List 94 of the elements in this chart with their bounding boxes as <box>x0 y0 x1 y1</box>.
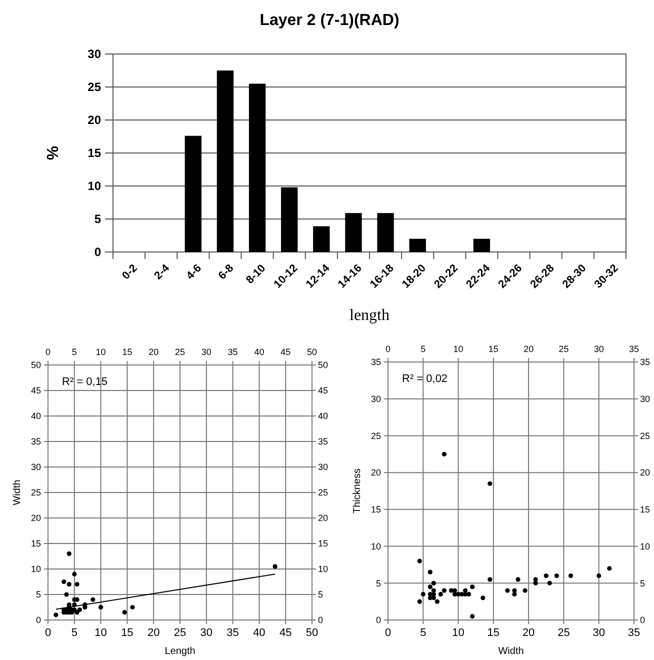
x-tick-label: 45 <box>279 627 292 639</box>
y2-tick-label: 35 <box>640 357 650 368</box>
annotation: R² = 0,15 <box>62 376 108 388</box>
x-tick-label: 0 <box>384 627 392 639</box>
x-tick-label: 0-2 <box>120 262 140 282</box>
x-tick-label: 15 <box>121 627 134 639</box>
y-tick-label: 30 <box>370 394 381 404</box>
y-tick-label: 25 <box>30 488 41 498</box>
y-tick-label: 35 <box>370 357 381 368</box>
x-tick-label: 4-6 <box>184 262 204 282</box>
x2-tick-label: 25 <box>174 347 186 357</box>
y2-tick-label: 45 <box>318 386 328 396</box>
x-tick-label: 5 <box>71 627 78 639</box>
x2-tick-label: 0 <box>45 347 51 357</box>
y2-tick-label: 30 <box>640 394 650 404</box>
x2-tick-label: 30 <box>201 347 212 357</box>
x2-tick-label: 20 <box>524 344 534 354</box>
x-axis-title: Width <box>498 646 524 657</box>
x-tick-label: 25 <box>174 627 186 639</box>
y2-tick-label: 20 <box>318 513 328 524</box>
x-tick-label: 35 <box>628 627 640 639</box>
y2-tick-label: 40 <box>318 411 328 422</box>
x2-tick-label: 30 <box>594 344 604 354</box>
y-tick-label: 25 <box>370 430 381 441</box>
x-tick-label: 40 <box>253 627 266 639</box>
y-tick-label: 30 <box>30 462 41 472</box>
y-tick-label: 20 <box>88 113 102 128</box>
x-tick-label: 10 <box>452 627 464 639</box>
y2-tick-label: 10 <box>640 541 650 552</box>
y2-tick-label: 50 <box>318 360 328 370</box>
y-tick-label: 40 <box>30 411 41 422</box>
y-tick-label: 20 <box>370 468 381 478</box>
y-tick-label: 45 <box>30 386 41 396</box>
x2-tick-label: 50 <box>306 347 318 357</box>
y-tick-label: 15 <box>88 146 102 160</box>
y2-tick-label: 0 <box>318 615 324 626</box>
y2-tick-label: 20 <box>640 468 650 478</box>
x2-tick-label: 10 <box>453 344 464 354</box>
y-tick-label: 0 <box>376 615 381 626</box>
x-tick-label: 25 <box>558 627 570 639</box>
x2-tick-label: 35 <box>628 344 640 354</box>
y2-tick-label: 25 <box>318 488 328 498</box>
y-axis-title: Width <box>12 480 23 506</box>
y-tick-label: 0 <box>36 615 41 626</box>
x-tick-label: 5 <box>420 627 426 639</box>
x-tick-label: 15 <box>487 627 500 639</box>
x-tick-label: 6-8 <box>216 262 236 282</box>
x2-tick-label: 40 <box>254 347 264 357</box>
y2-tick-label: 5 <box>318 590 324 600</box>
x-tick-label: 50 <box>306 627 318 639</box>
y2-tick-label: 5 <box>640 578 646 588</box>
x2-tick-label: 0 <box>385 344 391 354</box>
y-tick-label: 10 <box>88 179 102 194</box>
y-tick-label: 20 <box>30 513 41 524</box>
x-tick-label: 30 <box>200 627 213 639</box>
x2-tick-label: 15 <box>488 344 498 354</box>
x2-tick-label: 45 <box>280 347 291 357</box>
x2-tick-label: 35 <box>228 347 238 357</box>
y-tick-label: 25 <box>88 80 102 94</box>
chart-title: Layer 2 (7-1)(RAD) <box>260 12 400 29</box>
y-tick-label: 50 <box>30 360 41 370</box>
y-tick-label: 10 <box>30 564 41 574</box>
y-tick-label: 30 <box>88 47 102 62</box>
y2-tick-label: 0 <box>640 615 646 626</box>
y2-tick-label: 10 <box>318 564 328 574</box>
x2-tick-label: 5 <box>420 344 426 354</box>
x2-tick-label: 5 <box>72 347 77 357</box>
y-tick-label: 15 <box>30 538 41 549</box>
y2-tick-label: 15 <box>640 504 650 515</box>
y2-tick-label: 35 <box>318 436 328 447</box>
y2-tick-label: 15 <box>318 538 328 549</box>
y-axis-title: Thickness <box>352 468 363 514</box>
x2-tick-label: 25 <box>558 344 569 354</box>
x-tick-label: 0 <box>44 627 52 639</box>
y-tick-label: 5 <box>376 578 381 588</box>
y-tick-label: 0 <box>94 245 102 260</box>
y-tick-label: 5 <box>36 590 41 600</box>
x-tick-label: 30 <box>592 627 605 639</box>
y2-tick-label: 30 <box>318 462 328 472</box>
x-axis-title: length <box>350 307 390 324</box>
y-tick-label: 5 <box>94 212 102 226</box>
x2-tick-label: 15 <box>122 347 132 357</box>
y-tick-label: 15 <box>370 504 381 515</box>
y-axis-title: % <box>45 146 62 160</box>
y-tick-label: 35 <box>30 436 41 447</box>
y2-tick-label: 25 <box>640 430 650 441</box>
y-tick-label: 10 <box>370 541 381 552</box>
x2-tick-label: 20 <box>148 347 159 357</box>
x-tick-label: 2-4 <box>152 262 173 282</box>
x-tick-label: 20 <box>522 627 535 639</box>
x-tick-label: 35 <box>226 627 239 639</box>
annotation: R² = 0,02 <box>402 373 448 385</box>
x-tick-label: 20 <box>147 627 160 639</box>
x-axis-title: Length <box>164 646 196 657</box>
